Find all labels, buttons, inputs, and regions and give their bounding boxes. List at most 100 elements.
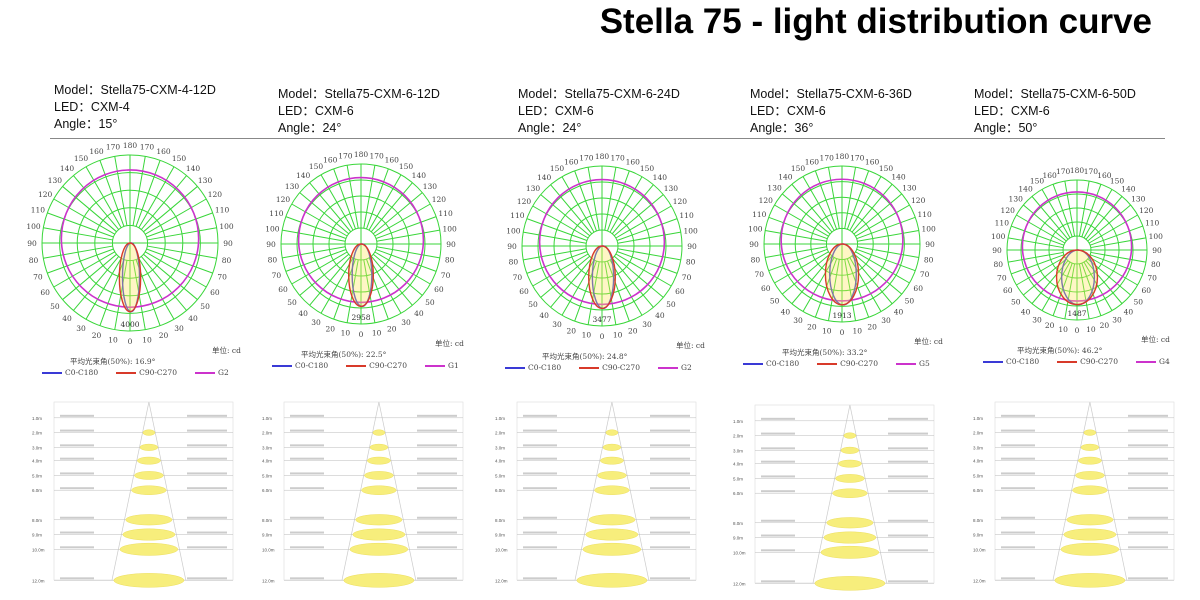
- angle-tick-label: 150: [550, 164, 565, 173]
- angle-tick-label: 20: [92, 331, 102, 340]
- unit-label: 单位: cd: [212, 346, 241, 355]
- spot-diameter-value: [888, 490, 928, 493]
- angle-tick-label: 90: [507, 242, 517, 251]
- height-label: 4.0m: [32, 459, 42, 464]
- angle-tick-label: 150: [791, 164, 806, 173]
- angle-tick-label: 120: [276, 195, 291, 204]
- angle-tick-label: 110: [752, 210, 767, 219]
- legend-item: G2: [657, 363, 692, 372]
- grid-spoke: [846, 170, 870, 230]
- grid-spoke: [856, 248, 916, 272]
- angle-tick-label: 130: [423, 182, 438, 191]
- grid-spoke: [1081, 262, 1102, 316]
- beam-spot: [1083, 429, 1097, 436]
- grid-spoke: [309, 182, 352, 233]
- spot-diameter-value: [417, 472, 457, 475]
- height-label: 10.0m: [495, 547, 508, 552]
- grid-spoke: [802, 176, 835, 231]
- grid-spoke: [140, 175, 187, 230]
- angle-tick-label: 40: [894, 307, 904, 316]
- grid-spoke: [1083, 189, 1113, 239]
- angle-tick-label: 100: [442, 224, 457, 233]
- grid-spoke: [765, 229, 827, 242]
- beam-spot: [594, 485, 630, 495]
- angle-tick-label: 60: [1142, 286, 1152, 295]
- illuminance-value: [523, 531, 557, 534]
- grid-spoke: [291, 251, 348, 285]
- height-label: 1.0m: [495, 416, 505, 421]
- grid-spoke: [282, 229, 346, 242]
- height-label: 6.0m: [262, 488, 272, 493]
- spot-diameter-value: [187, 531, 227, 534]
- beam-angle-label: 平均光束角(50%): 33.2°: [782, 348, 868, 357]
- angle-tick-label: 50: [905, 297, 915, 306]
- g-curve: [1021, 191, 1133, 302]
- grid-spoke: [604, 167, 617, 231]
- grid-spoke: [309, 255, 352, 306]
- beam-spot: [605, 429, 619, 436]
- grid-spoke: [532, 205, 589, 239]
- header-angle: Angle：24°: [278, 121, 342, 135]
- beam-spot: [352, 528, 406, 541]
- cone-edge: [574, 401, 613, 581]
- legend-label: C0-C180: [766, 359, 800, 368]
- legend-swatch: [1135, 361, 1156, 363]
- grid-spoke: [616, 218, 678, 241]
- grid-spoke: [615, 253, 672, 287]
- grid-spoke: [1089, 225, 1143, 246]
- angle-tick-label: 70: [997, 273, 1007, 282]
- angle-tick-label: 60: [278, 285, 288, 294]
- spot-diameter-value: [417, 487, 457, 490]
- grid-spoke: [613, 255, 664, 298]
- grid-spoke: [333, 168, 356, 230]
- angle-tick-label: 110: [679, 211, 694, 220]
- beam-spot: [1063, 528, 1117, 541]
- height-label: 9.0m: [733, 536, 743, 541]
- spot-diameter-value: [650, 531, 690, 534]
- grid-spoke: [291, 203, 348, 237]
- grid-spoke: [43, 227, 113, 241]
- grid-spoke: [1089, 254, 1143, 275]
- angle-tick-label: 110: [995, 219, 1010, 228]
- grid-spoke: [550, 184, 593, 235]
- grid-spoke: [604, 261, 617, 325]
- spot-diameter-value: [187, 546, 227, 549]
- angle-tick-label: 40: [188, 314, 198, 323]
- grid-spoke: [587, 167, 600, 231]
- height-label: 1.0m: [262, 416, 272, 421]
- header-model: Model：Stella75-CXM-6-36D: [750, 87, 912, 101]
- g-curve: [60, 169, 200, 309]
- grid-spoke: [849, 257, 882, 312]
- angle-tick-label: 170: [1084, 167, 1099, 176]
- angle-tick-label: 130: [1131, 195, 1146, 204]
- beam-spot: [125, 514, 173, 526]
- angle-tick-label: 30: [76, 324, 86, 333]
- angle-tick-label: 50: [287, 298, 297, 307]
- grid-spoke: [774, 251, 829, 284]
- angle-tick-label: 130: [902, 183, 917, 192]
- angle-tick-label: 60: [210, 288, 220, 297]
- legend-label: G4: [1158, 357, 1170, 366]
- spot-diameter-value: [187, 429, 227, 432]
- grid-spoke: [1007, 237, 1064, 249]
- grid-spoke: [73, 256, 120, 311]
- height-label: 8.0m: [973, 518, 983, 523]
- cone-edge: [341, 401, 380, 581]
- beam-spot: [840, 446, 860, 454]
- angle-tick-label: 70: [272, 271, 282, 280]
- angle-tick-label: 60: [913, 284, 923, 293]
- illuminance-value: [1001, 531, 1035, 534]
- angle-tick-label: 80: [509, 258, 519, 267]
- beam-spot: [343, 573, 415, 588]
- illuminance-value: [290, 516, 324, 519]
- legend-swatch: [505, 367, 525, 369]
- grid-spoke: [1052, 184, 1073, 238]
- angle-tick-label: 160: [626, 157, 641, 166]
- illuminance-value: [761, 549, 795, 552]
- height-label: 9.0m: [495, 533, 505, 538]
- angle-tick-label: 70: [1147, 273, 1157, 282]
- grid-spoke: [526, 218, 588, 241]
- illuminance-value: [1001, 546, 1035, 549]
- grid-spoke: [607, 170, 630, 232]
